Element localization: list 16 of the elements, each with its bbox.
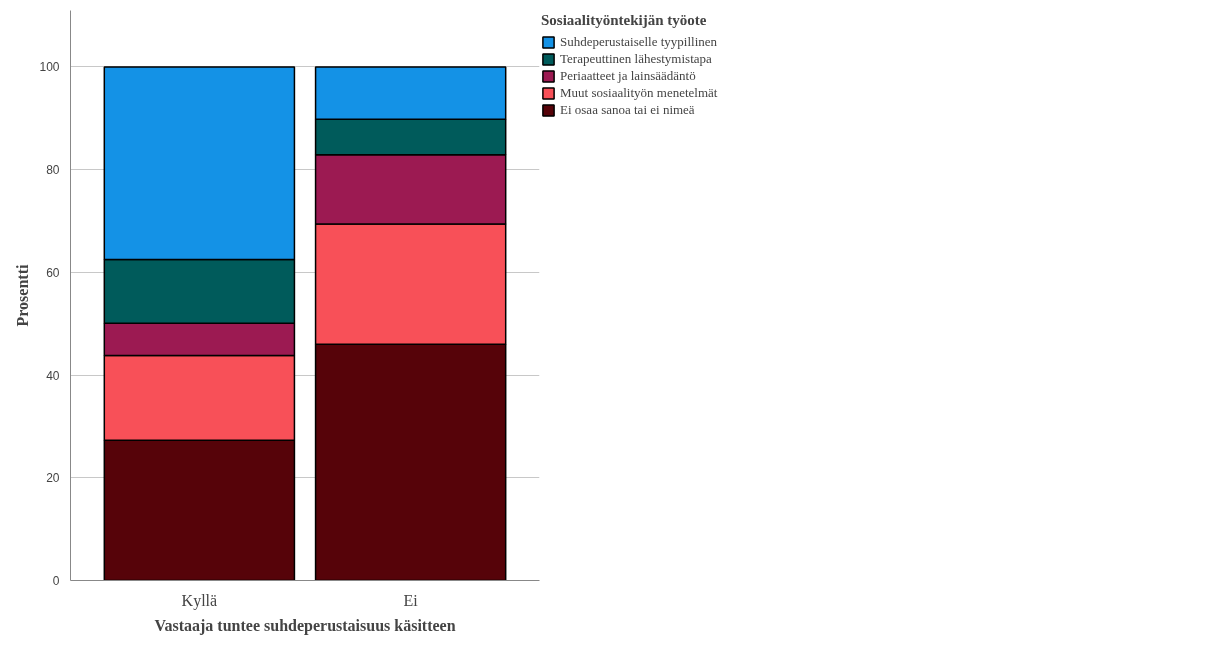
legend-title: Sosiaalityöntekijän työote — [541, 12, 708, 29]
y-tick-label: 100 — [39, 60, 60, 75]
y-tick-label: 0 — [52, 574, 60, 588]
legend-label: Suhdeperustaiselle tyypillinen — [560, 34, 718, 50]
y-tick-label: 20 — [46, 471, 60, 486]
y-tick-label: 80 — [46, 163, 60, 178]
legend-label: Muut sosiaalityön menetelmät — [560, 85, 718, 101]
x-axis-title: Vastaaja tuntee suhdeperustaisuus käsitteen — [154, 616, 456, 635]
y-tick-label: 40 — [46, 368, 60, 383]
y-axis-title: Prosentti — [14, 263, 32, 327]
legend-label: Periaatteet ja lainsäädäntö — [560, 68, 696, 84]
y-tick-label: 60 — [46, 265, 60, 280]
x-tick-label: Kyllä — [181, 591, 218, 610]
legend-label: Ei osaa sanoa tai ei nimeä — [560, 102, 695, 118]
legend-label: Terapeuttinen lähestymistapa — [560, 51, 712, 67]
x-tick-label: Ei — [403, 591, 419, 609]
